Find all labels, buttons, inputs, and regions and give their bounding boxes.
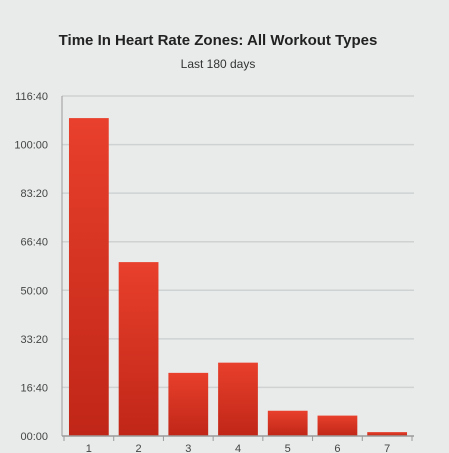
y-tick-label: 83:20 xyxy=(20,188,48,200)
x-tick-label: 7 xyxy=(384,443,390,453)
x-tick-label: 5 xyxy=(285,443,291,453)
x-tick-label: 2 xyxy=(136,443,142,453)
y-tick-label: 116:40 xyxy=(15,91,48,103)
x-tick-label: 6 xyxy=(334,443,340,453)
y-tick-label: 33:20 xyxy=(20,334,48,346)
bar-zone-1[interactable] xyxy=(68,118,109,436)
y-tick-label: 66:40 xyxy=(20,237,48,249)
y-tick-label: 16:40 xyxy=(20,382,48,394)
bar-zone-5[interactable] xyxy=(267,410,308,436)
bar-zone-6[interactable] xyxy=(317,415,358,436)
bar-zone-7[interactable] xyxy=(367,432,408,436)
bar-zone-3[interactable] xyxy=(168,372,209,436)
bar-zone-4[interactable] xyxy=(218,362,258,436)
y-tick-label: 100:00 xyxy=(14,140,48,152)
chart-title: Time In Heart Rate Zones: All Workout Ty… xyxy=(58,32,378,49)
x-tick-label: 1 xyxy=(86,443,92,453)
chart-subtitle: Last 180 days xyxy=(180,57,256,71)
bar-zone-2[interactable] xyxy=(118,262,159,436)
x-tick-label: 3 xyxy=(185,443,191,453)
x-tick-label: 4 xyxy=(235,443,241,453)
y-tick-label: 00:00 xyxy=(20,431,48,443)
y-tick-label: 50:00 xyxy=(20,285,48,297)
